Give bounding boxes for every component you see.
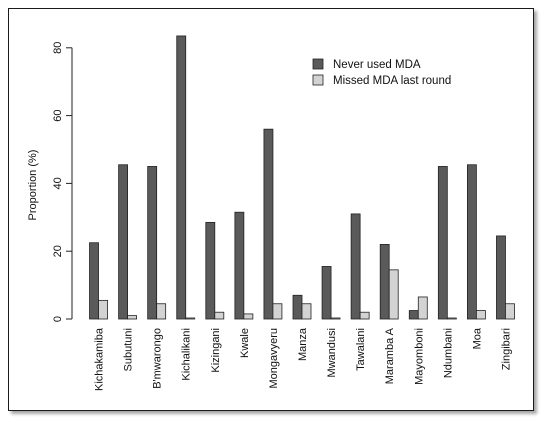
legend-swatch: [312, 58, 324, 70]
x-tick-label: Mayomboni: [413, 328, 425, 385]
bar-missed-last-round-9: [359, 311, 370, 320]
x-axis: Kichakamiba Subutuni B'mwarongo Kichalikani…: [94, 327, 513, 391]
bar-never-used-1: [118, 164, 128, 320]
y-tick-label: 20: [52, 245, 64, 257]
bar-never-used-5: [234, 211, 245, 320]
y-tick-label: 40: [52, 177, 64, 189]
x-tick-label: Manza: [297, 327, 309, 361]
x-tick-label: B'mwarongo: [152, 328, 164, 389]
y-tick-label: 60: [52, 109, 64, 121]
bar-never-used-6: [263, 128, 274, 320]
bar-never-used-11: [408, 310, 419, 320]
bar-missed-last-round-3: [185, 317, 196, 320]
bar-never-used-0: [89, 242, 99, 320]
x-tick-label: Subutuni: [123, 328, 135, 371]
x-tick-label: Kwale: [239, 328, 251, 358]
bar-missed-last-round-2: [156, 303, 167, 320]
x-tick-label: Ndumbani: [442, 328, 454, 378]
bar-missed-last-round-1: [127, 315, 137, 320]
bar-missed-last-round-13: [475, 310, 486, 320]
x-tick-label: Moa: [471, 327, 483, 349]
bar-never-used-14: [496, 235, 506, 320]
x-tick-label: Kichakamiba: [94, 327, 106, 391]
bar-missed-last-round-4: [214, 311, 225, 320]
x-tick-label: Kizingani: [210, 328, 222, 373]
bar-never-used-4: [205, 221, 216, 320]
bar-never-used-7: [292, 294, 303, 320]
x-tick-label: Mwandusi: [326, 328, 338, 378]
x-tick-label: Zingibari: [500, 328, 512, 370]
bar-missed-last-round-5: [243, 313, 254, 320]
bar-never-used-3: [176, 35, 187, 320]
bar-never-used-8: [321, 266, 332, 320]
legend-swatch: [312, 74, 324, 86]
bar-never-used-2: [147, 166, 158, 320]
bar-never-used-13: [466, 164, 477, 320]
bar-missed-last-round-8: [330, 317, 341, 320]
x-tick-label: Kichalikani: [181, 328, 193, 381]
y-tick-label: 80: [52, 42, 64, 54]
bar-missed-last-round-10: [388, 269, 399, 320]
bar-missed-last-round-6: [272, 303, 283, 320]
x-tick-label: Tawalani: [355, 328, 367, 371]
bar-never-used-12: [437, 166, 448, 320]
y-tick-label: 0: [52, 316, 64, 322]
y-axis: 0 20 40 60 80: [52, 42, 73, 322]
plot-area: [89, 35, 515, 320]
bar-never-used-9: [350, 213, 361, 320]
bar-missed-last-round-0: [98, 299, 108, 320]
bar-missed-last-round-11: [417, 296, 428, 320]
legend: Never used MDA Missed MDA last round: [312, 58, 451, 87]
bar-never-used-10: [379, 244, 390, 320]
legend-label: Missed MDA last round: [333, 75, 451, 87]
x-tick-label: Mongavyeru: [268, 328, 280, 389]
bar-missed-last-round-7: [301, 303, 312, 320]
y-axis-label: Proportion (%): [27, 150, 39, 221]
bar-missed-last-round-12: [446, 317, 457, 320]
bar-missed-last-round-14: [505, 303, 515, 320]
x-tick-label: Maramba A: [384, 327, 396, 384]
legend-label: Never used MDA: [333, 59, 421, 71]
